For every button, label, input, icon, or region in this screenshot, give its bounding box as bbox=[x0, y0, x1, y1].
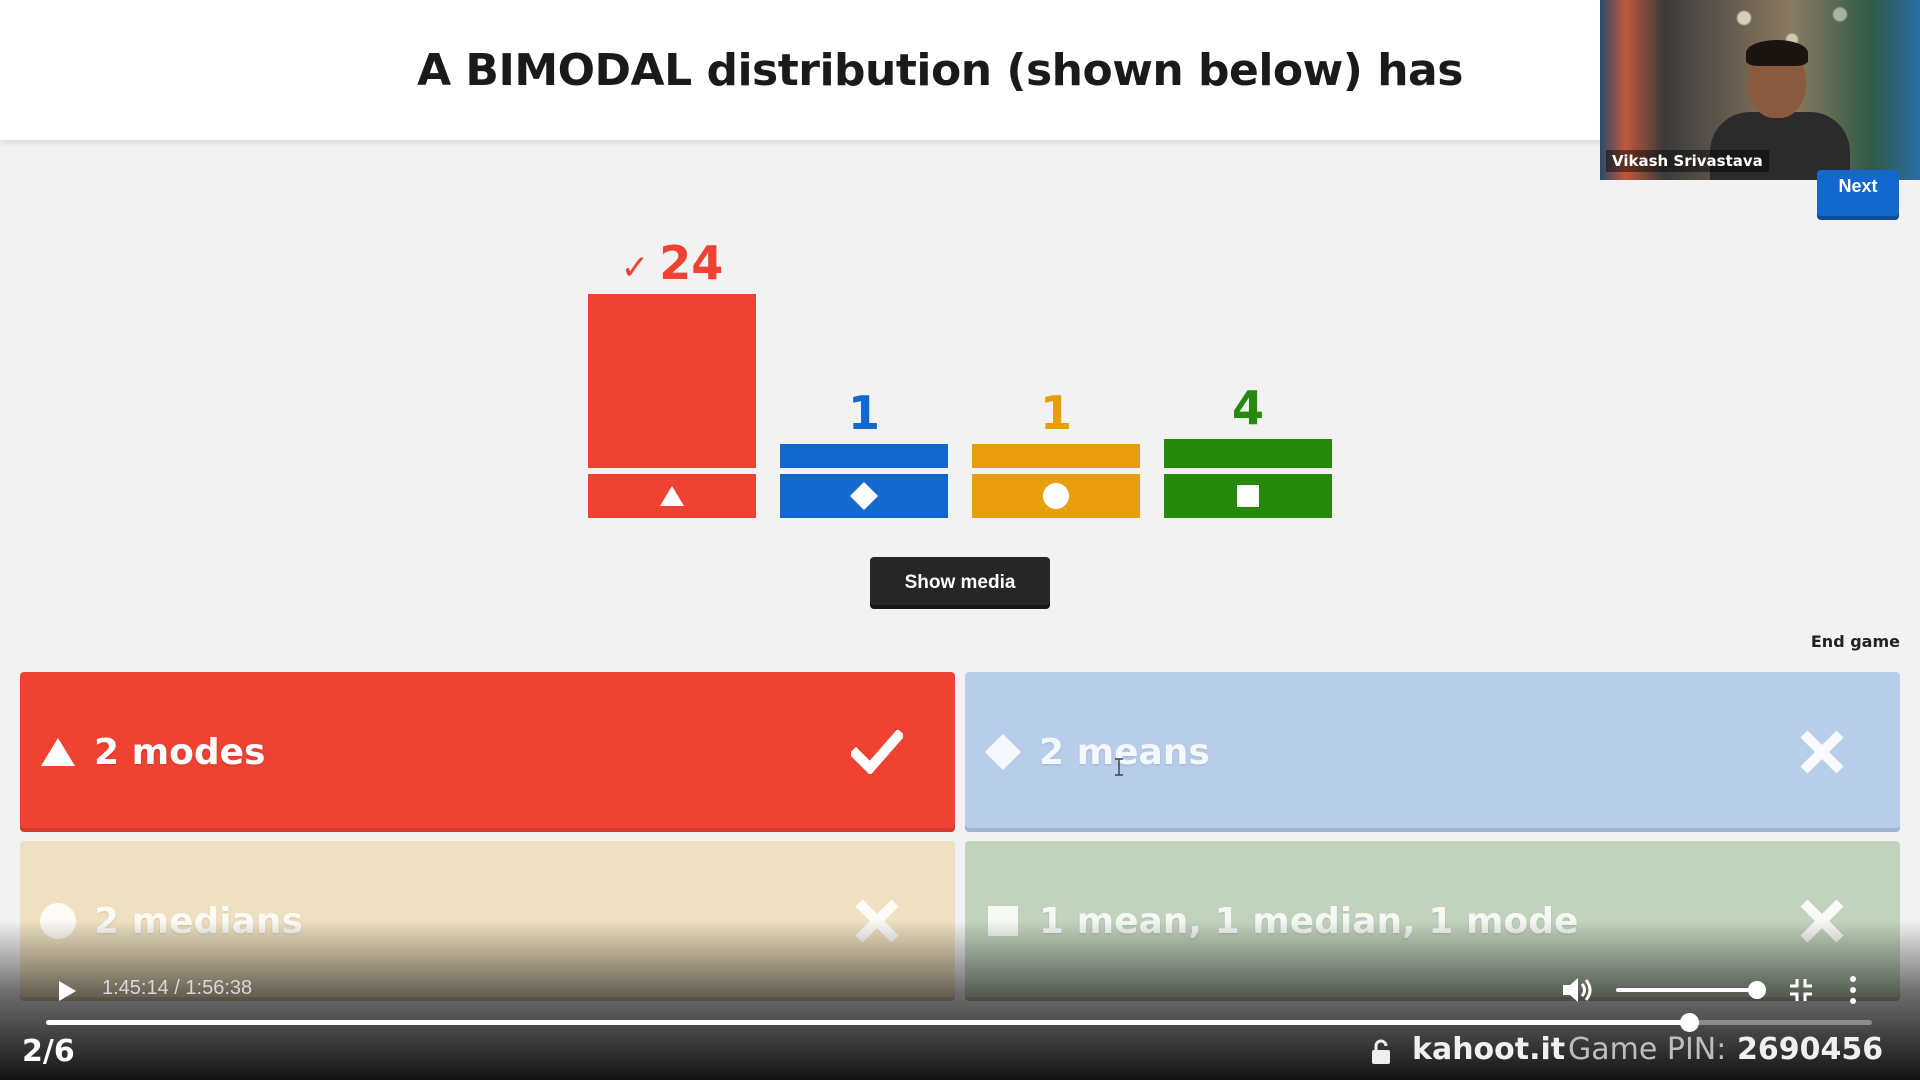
bar-triangle: ✓ 24 bbox=[588, 230, 756, 518]
answer-label: 2 modes bbox=[94, 731, 266, 773]
correct-check-icon: ✓ bbox=[620, 248, 650, 288]
square-icon bbox=[1237, 485, 1259, 507]
bar-fill-square bbox=[1164, 439, 1332, 468]
volume-slider-handle[interactable] bbox=[1748, 981, 1766, 999]
end-game-link[interactable]: End game bbox=[1810, 632, 1900, 651]
bar-fill-diamond bbox=[780, 444, 948, 468]
bar-count-triangle: ✓ 24 bbox=[620, 236, 724, 290]
answer-card-triangle[interactable]: 2 modes bbox=[20, 672, 955, 832]
game-pin-value: 2690456 bbox=[1737, 1032, 1884, 1067]
bar-base-circle bbox=[972, 474, 1140, 518]
bar-count-square: 4 bbox=[1231, 381, 1264, 435]
diamond-icon bbox=[983, 732, 1023, 772]
next-button[interactable]: Next bbox=[1817, 170, 1899, 220]
game-pin-label: Game PIN: bbox=[1568, 1032, 1727, 1067]
bar-base-diamond bbox=[780, 474, 948, 518]
bar-count-circle: 1 bbox=[1039, 386, 1072, 440]
video-seek-progress bbox=[46, 1020, 1690, 1025]
video-player-overlay bbox=[0, 920, 1920, 1080]
cross-icon bbox=[1792, 722, 1852, 782]
show-media-button[interactable]: Show media bbox=[870, 557, 1050, 609]
bar-square: 4 bbox=[1164, 230, 1332, 518]
bar-count-diamond: 1 bbox=[847, 386, 880, 440]
participant-name: Vikash Srivastava bbox=[1606, 150, 1769, 172]
diamond-icon bbox=[850, 482, 878, 510]
answer-card-diamond[interactable]: 2 means bbox=[965, 672, 1900, 832]
exit-fullscreen-icon[interactable] bbox=[1788, 977, 1814, 1003]
bar-fill-triangle bbox=[588, 294, 756, 468]
webcam-video: Vikash Srivastava bbox=[1600, 0, 1920, 180]
volume-slider[interactable] bbox=[1616, 988, 1756, 992]
video-time: 1:45:14 / 1:56:38 bbox=[102, 977, 253, 999]
participant-hair bbox=[1746, 40, 1808, 66]
lock-icon bbox=[1372, 1039, 1390, 1064]
kahoot-footer: 2/6 kahoot.it Game PIN: 2690456 bbox=[0, 1030, 1920, 1074]
bar-fill-circle bbox=[972, 444, 1140, 468]
play-icon[interactable] bbox=[56, 979, 78, 1003]
text-cursor-icon bbox=[1115, 758, 1123, 776]
triangle-icon bbox=[660, 486, 684, 506]
video-seek-handle[interactable] bbox=[1680, 1013, 1700, 1032]
bar-diamond: 1 bbox=[780, 230, 948, 518]
kahoot-url: kahoot.it bbox=[1412, 1032, 1566, 1067]
bar-base-triangle bbox=[588, 474, 756, 518]
circle-icon bbox=[1043, 483, 1069, 509]
question-title: A BIMODAL distribution (shown below) has bbox=[417, 44, 1463, 96]
volume-icon[interactable] bbox=[1560, 975, 1594, 1005]
bar-base-square bbox=[1164, 474, 1332, 518]
more-options-icon[interactable] bbox=[1847, 975, 1859, 1005]
question-counter: 2/6 bbox=[22, 1034, 75, 1069]
bar-circle: 1 bbox=[972, 230, 1140, 518]
participant-body bbox=[1710, 112, 1850, 180]
check-icon bbox=[847, 722, 907, 782]
triangle-icon bbox=[38, 732, 78, 772]
answer-results-chart: ✓ 24 1 1 4 bbox=[588, 230, 1332, 518]
video-seek-bar[interactable] bbox=[46, 1013, 1872, 1032]
video-controls: 1:45:14 / 1:56:38 bbox=[0, 965, 1920, 1015]
answer-label: 2 means bbox=[1039, 731, 1210, 773]
